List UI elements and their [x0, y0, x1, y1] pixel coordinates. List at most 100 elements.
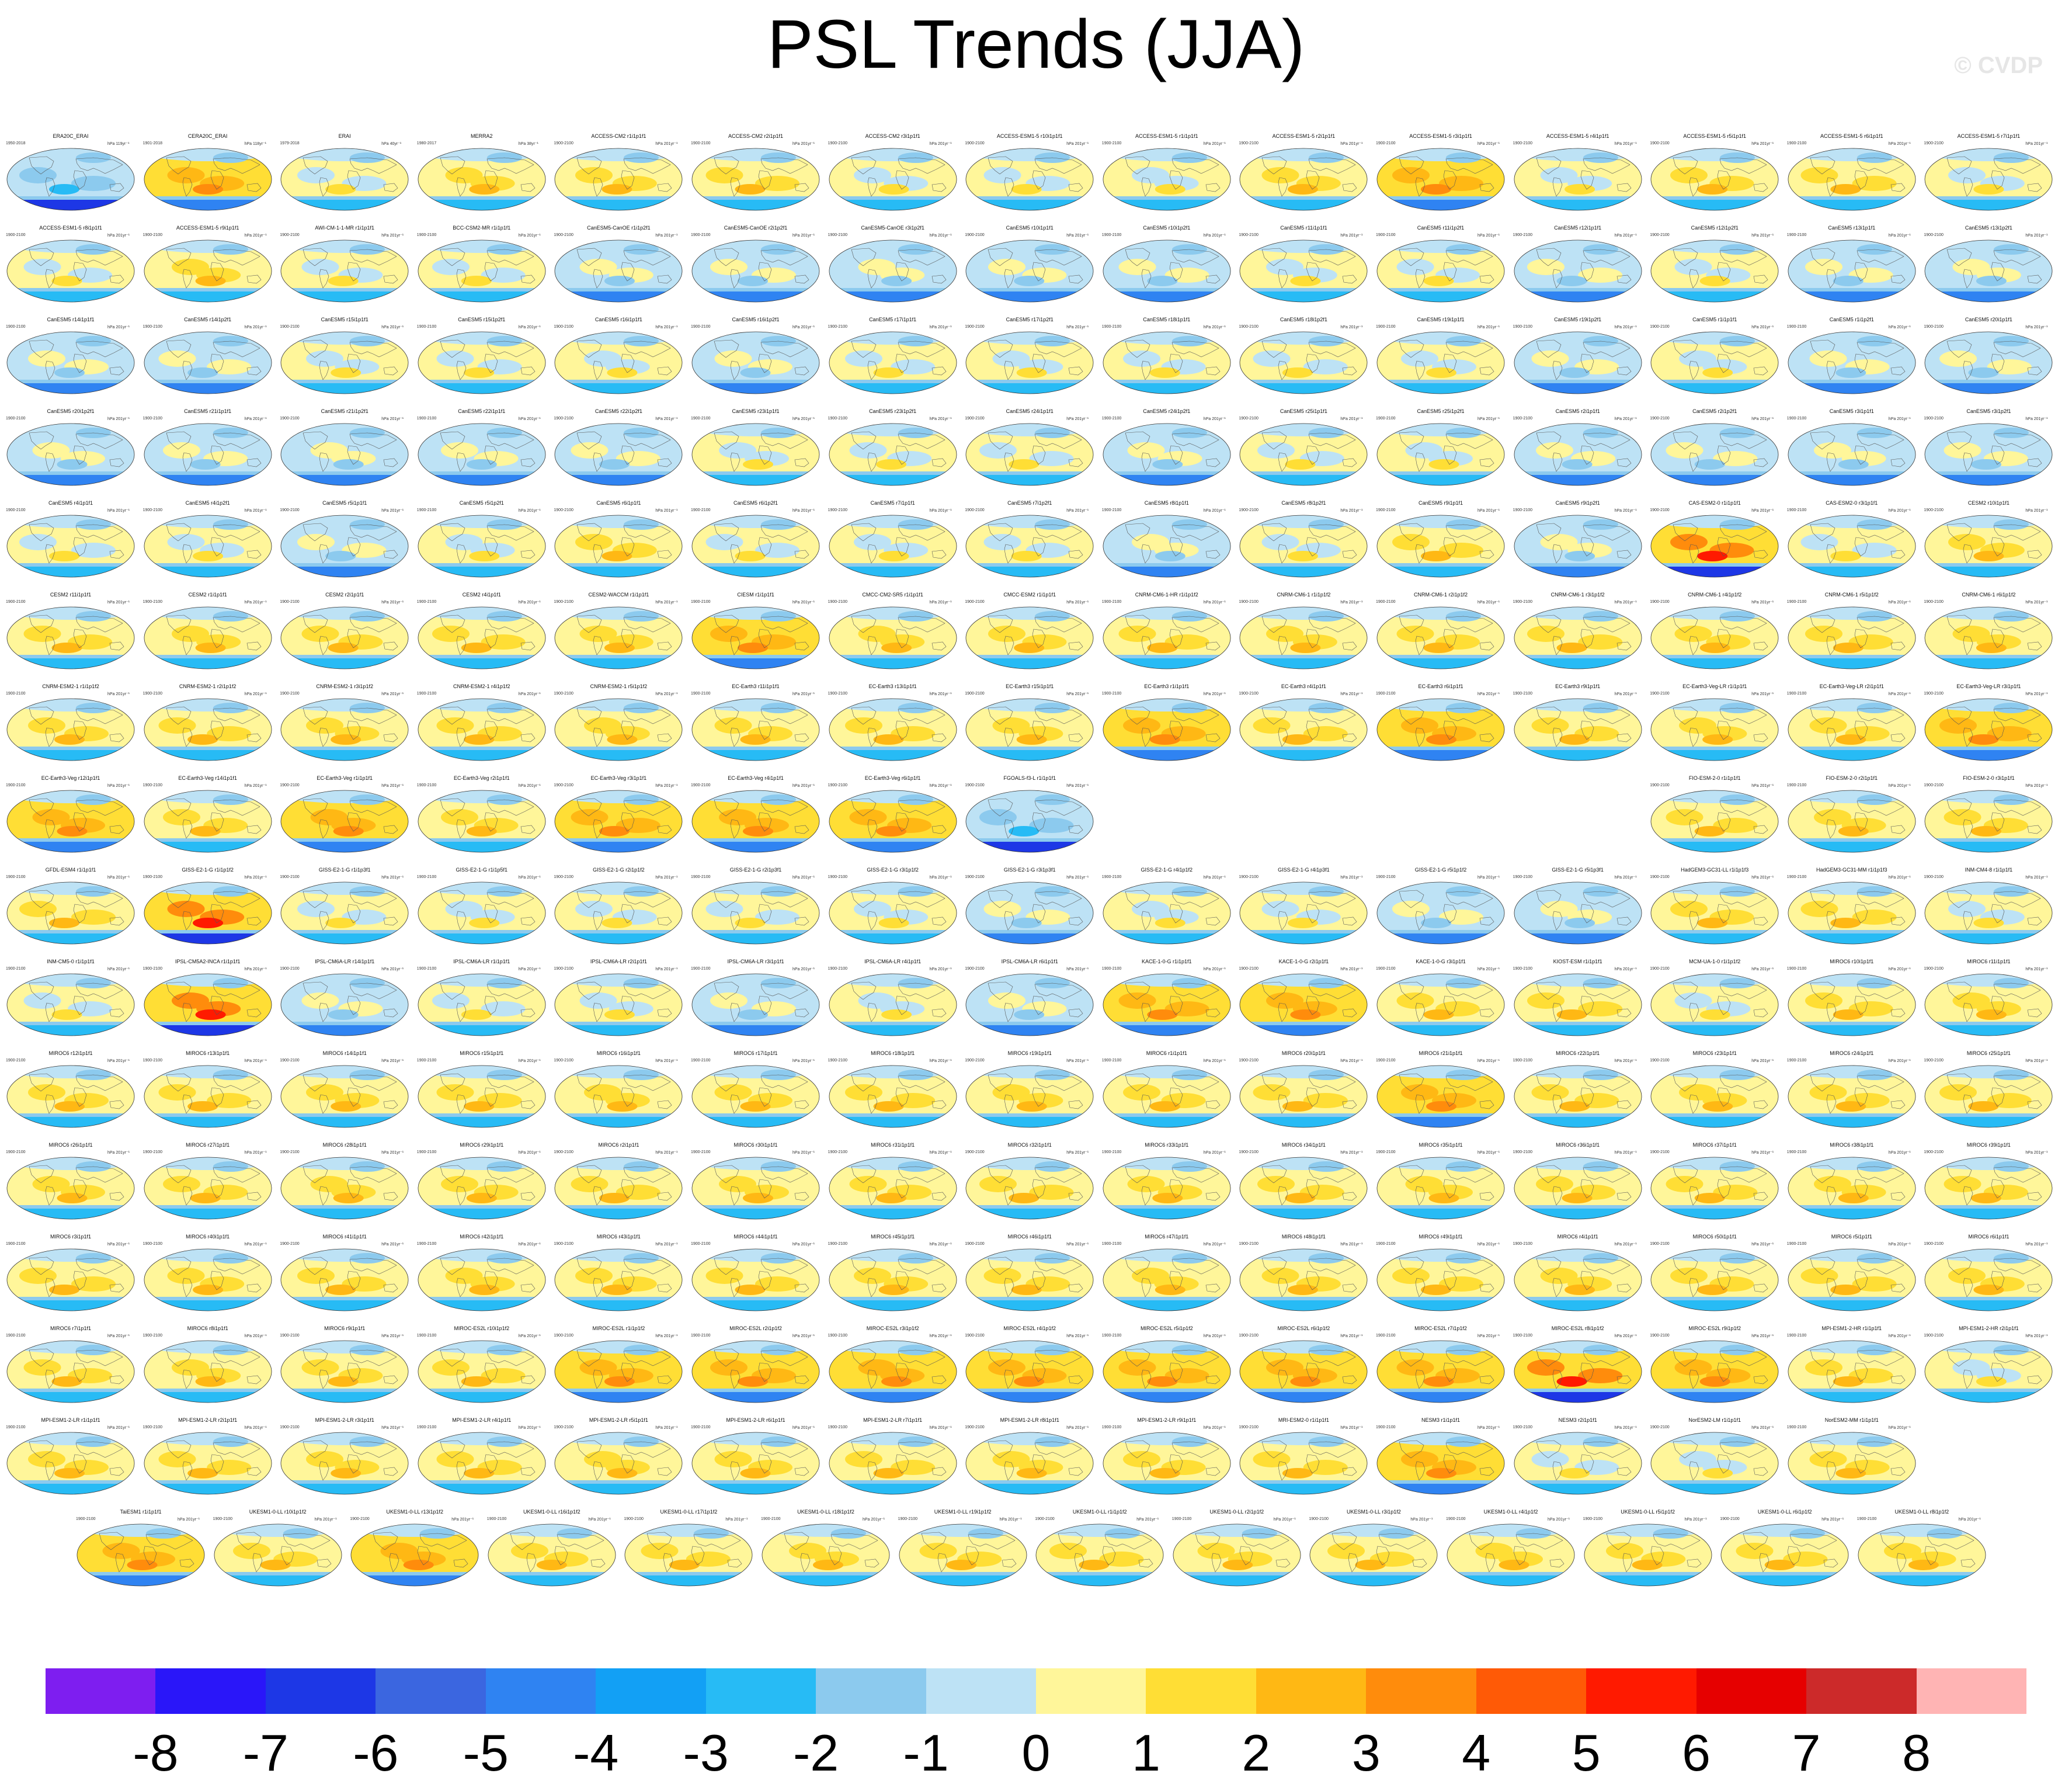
trend-core	[403, 1560, 434, 1570]
map-panel: UKESM1-0-LL r1i1p1f2 1900-2100 hPa 201yr⁻¹	[1035, 1509, 1164, 1587]
map-svg	[144, 1065, 272, 1128]
trend-core	[51, 1376, 82, 1387]
southern-band	[555, 657, 683, 669]
trend-core	[1702, 1468, 1733, 1478]
map-svg	[1924, 698, 2053, 761]
panel-title: CanESM5 r21i1p1f1	[184, 408, 232, 414]
panel-title: HadGEM3-GC31-LL r1i1p1f3	[1681, 867, 1749, 873]
colorbar-box	[46, 1668, 156, 1714]
trend-blob	[979, 442, 1017, 459]
trend-blob	[1257, 442, 1295, 459]
map-svg	[280, 973, 409, 1036]
map-svg	[965, 1065, 1094, 1128]
southern-edge	[966, 655, 1094, 658]
map-svg	[1103, 1157, 1231, 1220]
continent-outline	[1343, 366, 1357, 376]
panel-units: hPa 201yr⁻¹	[1410, 1518, 1433, 1522]
panel-years: 1900-2100	[965, 417, 985, 421]
panel-title: CanESM5 r25i1p2f1	[1417, 408, 1465, 414]
panel-years: 1900-2100	[691, 1242, 711, 1246]
trend-blob	[28, 350, 65, 367]
panel-title: MIROC6 r3i1p1f1	[50, 1234, 92, 1240]
map-svg	[829, 790, 957, 853]
panel-title: CanESM5 r17i1p1f1	[869, 317, 917, 322]
southern-band	[281, 932, 409, 944]
trend-core	[328, 643, 359, 653]
panel-title: ACCESS-ESM1-5 r7i1p1f1	[1957, 133, 2021, 139]
map-svg	[144, 973, 272, 1036]
panel-title: MIROC6 r28i1p1f1	[322, 1142, 367, 1148]
panel-title: CanESM5 r18i1p2f1	[1280, 317, 1327, 322]
continent-outline	[109, 366, 124, 376]
continent-outline	[593, 269, 603, 289]
trend-blob	[1987, 359, 2032, 374]
map-panel: MIROC6 r10i1p1f1 1900-2100 hPa 201yr⁻¹	[1787, 959, 1917, 1037]
southern-band	[7, 382, 134, 394]
southern-band	[1240, 1207, 1368, 1219]
trend-blob	[575, 901, 613, 917]
map-svg	[554, 973, 683, 1036]
panel-title: MIROC6 r40i1p1f1	[186, 1234, 230, 1240]
panel-units: hPa 201yr⁻¹	[1751, 601, 1774, 605]
trend-core	[1009, 826, 1040, 837]
southern-edge	[7, 747, 134, 750]
trend-blob	[1736, 1543, 1774, 1559]
trend-core	[466, 1193, 497, 1203]
southern-edge	[418, 380, 545, 383]
southern-band	[692, 1207, 819, 1219]
colorbar-tick-label: 1	[1131, 1724, 1160, 1782]
panel-units: hPa 201yr⁻¹	[107, 417, 130, 421]
map-panel: MIROC6 r15i1p1f1 1900-2100 hPa 201yr⁻¹	[417, 1050, 547, 1129]
panel-title: IPSL-CM6A-LR r6i1p1f1	[1001, 959, 1058, 964]
southern-band	[829, 841, 957, 852]
southern-edge	[7, 196, 134, 200]
map-svg	[1376, 423, 1505, 486]
map-panel: TaiESM1 r1i1p1f1 1900-2100 hPa 201yr⁻¹	[76, 1509, 206, 1587]
trend-core	[1016, 1101, 1047, 1112]
panel-units: hPa 201yr⁻¹	[1751, 1059, 1774, 1063]
map-panel: UKESM1-0-LL r3i1p1f2 1900-2100 hPa 201yr⁻¹	[1309, 1509, 1438, 1587]
continent-outline	[1689, 269, 1699, 289]
southern-edge	[7, 380, 134, 383]
map-panel: CanESM5 r14i1p2f1 1900-2100 hPa 201yr⁻¹	[143, 317, 273, 395]
panel-title: MIROC6 r32i1p1f1	[1007, 1142, 1052, 1148]
panel-years: 1900-2100	[965, 875, 985, 879]
map-border	[1924, 148, 2053, 211]
continent-outline	[851, 339, 876, 358]
continent-outline	[210, 353, 224, 373]
map-svg	[829, 148, 957, 211]
panel-units: hPa 201yr⁻¹	[1340, 1059, 1363, 1063]
southern-band	[555, 290, 683, 302]
map-panel: UKESM1-0-LL r10i1p1f2 1900-2100 hPa 201yr⁻…	[213, 1509, 343, 1587]
map-svg	[691, 1340, 820, 1403]
map-border	[1239, 240, 1368, 303]
panel-units: hPa 201yr⁻¹	[1136, 1518, 1159, 1522]
map-svg	[1239, 331, 1368, 394]
map-svg	[6, 698, 135, 761]
continent-outline	[1004, 360, 1014, 380]
panel-years: 1900-2100	[1513, 875, 1533, 879]
panel-units: hPa 201yr⁻¹	[1477, 1334, 1500, 1338]
colorbar-box	[1146, 1668, 1257, 1714]
map-panel: UKESM1-0-LL r2i1p1f2 1900-2100 hPa 201yr⁻¹	[1172, 1509, 1302, 1587]
map-svg	[1103, 1248, 1231, 1311]
southern-edge	[7, 1205, 134, 1209]
trend-blob	[1392, 1268, 1430, 1284]
panel-units: hPa 201yr⁻¹	[1477, 142, 1500, 146]
southern-edge	[1103, 1389, 1230, 1392]
continent-outline	[1616, 275, 1632, 284]
southern-edge	[1240, 1113, 1368, 1117]
panel-units: hPa 201yr⁻¹	[588, 1518, 611, 1522]
southern-band	[829, 565, 957, 577]
southern-edge	[1514, 288, 1642, 291]
southern-edge	[692, 747, 819, 750]
map-svg	[144, 606, 272, 669]
continent-outline	[2028, 366, 2042, 376]
map-panel: MIROC6 r14i1p1f1 1900-2100 hPa 201yr⁻¹	[280, 1050, 409, 1129]
panel-years: 1900-2100	[828, 783, 848, 787]
trend-blob	[167, 167, 205, 183]
trend-core	[1973, 1285, 2004, 1295]
map-panel: CNRM-ESM2-1 r1i1p1f2 1900-2100 hPa 201yr⁻¹	[6, 683, 135, 762]
panel-years: 1900-2100	[1101, 692, 1122, 696]
southern-edge	[1514, 1389, 1642, 1392]
